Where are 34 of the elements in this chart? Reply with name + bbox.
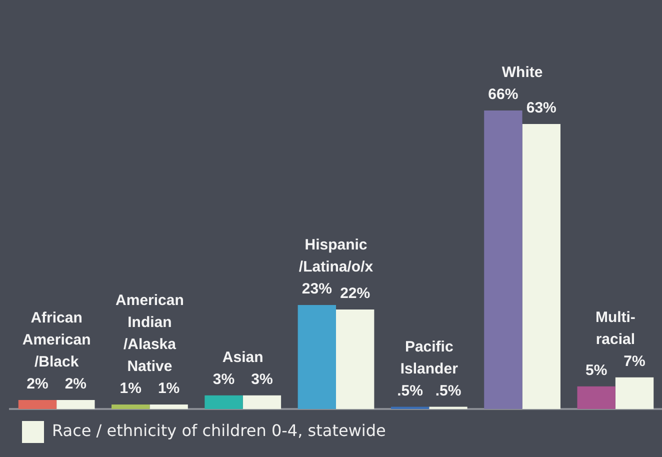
bar (242, 395, 282, 409)
bar (522, 124, 560, 409)
data-label: .5% (397, 382, 423, 400)
bar (112, 404, 150, 409)
bar (336, 309, 374, 409)
bar (298, 304, 336, 409)
bar (484, 110, 522, 409)
data-label: 5% (585, 362, 608, 380)
data-label: .5% (435, 382, 462, 400)
data-label: 1% (120, 380, 142, 398)
data-label: 66% (488, 86, 518, 104)
bar (18, 400, 57, 409)
data-label: 23% (302, 280, 332, 298)
x-tick-label: Asian (222, 349, 264, 366)
bar (150, 404, 188, 409)
data-label: 3% (251, 371, 273, 388)
data-label: 2% (64, 376, 87, 393)
data-label: 7% (624, 352, 646, 370)
data-label: 2% (26, 376, 48, 393)
bar (204, 395, 243, 409)
data-label: 63% (526, 100, 556, 117)
bar (577, 386, 616, 409)
x-tick-label: American Indian /Alaska Native (116, 292, 184, 376)
x-tick-label: African American /Black (22, 310, 91, 371)
data-label: 3% (212, 371, 235, 388)
x-tick-label: White (502, 64, 543, 82)
data-label: 1% (158, 380, 180, 398)
data-label: 22% (340, 285, 370, 302)
x-tick-label: Multi-racial (595, 308, 636, 348)
x-tick-label: Hispanic /Latina/o/x (298, 236, 374, 276)
bar (56, 400, 95, 409)
x-tick-label: Pacific Islander (400, 338, 458, 378)
bar (615, 377, 654, 409)
legend-label: Race / ethnicity of children 0-4, statewide (52, 421, 386, 440)
